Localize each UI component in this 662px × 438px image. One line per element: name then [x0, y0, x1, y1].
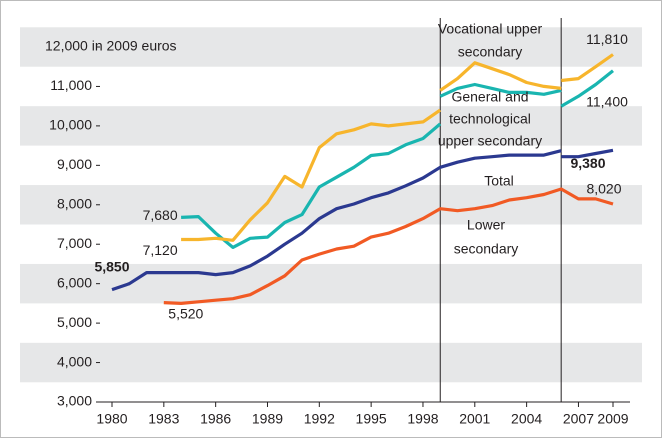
value-label: 5,520: [168, 305, 203, 321]
band: [20, 27, 642, 67]
y-tick-label: 12,000 in 2009 euros: [45, 38, 177, 54]
y-tick-label: 9,000: [57, 156, 92, 172]
annotation: General and: [451, 89, 528, 105]
value-label: 7,680: [143, 207, 178, 223]
value-label: 7,120: [143, 242, 178, 258]
x-tick-label: 1983: [148, 411, 179, 427]
x-tick-label: 2004: [511, 411, 542, 427]
value-label: 5,850: [94, 258, 129, 274]
y-tick-label: 4,000: [57, 353, 92, 369]
x-tick-label: 2007: [563, 411, 594, 427]
series-line: [163, 187, 614, 305]
value-label: 9,380: [570, 155, 605, 171]
x-tick-label: 1992: [304, 411, 335, 427]
y-tick-label: 11,000: [50, 77, 92, 93]
x-tick-label: 1989: [252, 411, 283, 427]
annotation: secondary: [458, 44, 523, 60]
band: [20, 185, 642, 225]
y-tick-label: 3,000: [57, 393, 92, 409]
annotation: upper secondary: [438, 133, 542, 149]
y-tick-label: 7,000: [57, 235, 92, 251]
y-tick-label: 5,000: [57, 314, 92, 330]
y-tick-label: 10,000: [49, 117, 92, 133]
y-tick-label: 6,000: [57, 274, 92, 290]
value-label: 8,020: [586, 181, 621, 197]
annotation: technological: [449, 111, 531, 127]
band: [20, 342, 642, 383]
annotation: Lower: [467, 217, 505, 233]
value-label: 11,810: [586, 31, 628, 47]
annotation: Total: [484, 173, 514, 189]
band: [20, 263, 642, 304]
y-tick-label: 8,000: [57, 195, 92, 211]
value-label: 11,400: [586, 93, 628, 109]
annotation: Vocational upper: [438, 21, 543, 37]
x-tick-label: 2001: [459, 411, 490, 427]
x-tick-label: 1986: [200, 411, 231, 427]
x-tick-label: 2009: [597, 411, 628, 427]
series-line: [181, 53, 614, 242]
series-line: [111, 148, 614, 292]
x-tick-label: 1995: [356, 411, 387, 427]
annotation: secondary: [454, 241, 519, 257]
x-tick-label: 1998: [407, 411, 438, 427]
x-tick-label: 1980: [96, 411, 127, 427]
